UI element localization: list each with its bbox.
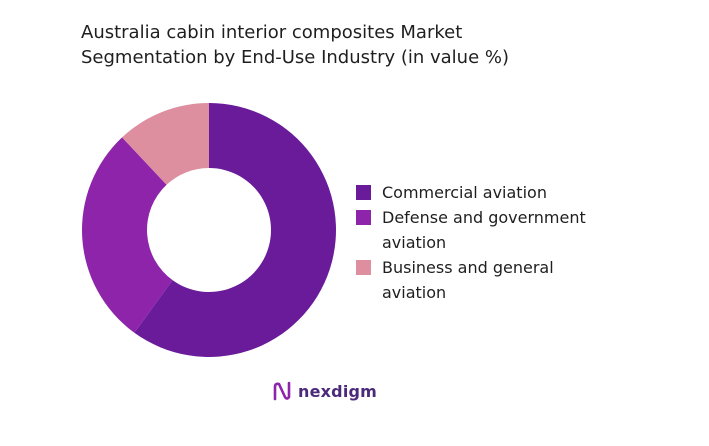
chart-title-line-1: Australia cabin interior composites Mark… bbox=[81, 22, 463, 43]
nexdigm-logo-text: nexdigm bbox=[298, 381, 378, 401]
legend-item-defense-government-aviation: Defense and government aviation bbox=[356, 205, 656, 255]
donut-slice-commercial-aviation bbox=[134, 103, 336, 357]
legend-label: Commercial aviation bbox=[382, 183, 547, 202]
legend-label: Business and general aviation bbox=[382, 258, 554, 302]
legend-swatch-business-general-aviation bbox=[356, 260, 371, 275]
donut-slice-business-and-general-aviation bbox=[122, 103, 209, 185]
legend-swatch-commercial-aviation bbox=[356, 185, 371, 200]
legend-swatch-defense-government-aviation bbox=[356, 210, 371, 225]
donut-chart bbox=[81, 103, 336, 357]
donut-slice-defense-and-government-aviation bbox=[81, 137, 173, 333]
nexdigm-logo-icon bbox=[273, 381, 291, 401]
chart-title: Australia cabin interior composites Mark… bbox=[81, 20, 681, 70]
chart-legend: Commercial aviation Defense and governme… bbox=[356, 180, 656, 305]
legend-label: Defense and government aviation bbox=[382, 208, 586, 252]
donut-slices bbox=[81, 103, 336, 357]
legend-item-commercial-aviation: Commercial aviation bbox=[356, 180, 656, 205]
chart-title-line-2: Segmentation by End-Use Industry (in val… bbox=[81, 47, 510, 68]
nexdigm-logo: nexdigm bbox=[272, 378, 377, 404]
legend-item-business-general-aviation: Business and general aviation bbox=[356, 255, 656, 305]
